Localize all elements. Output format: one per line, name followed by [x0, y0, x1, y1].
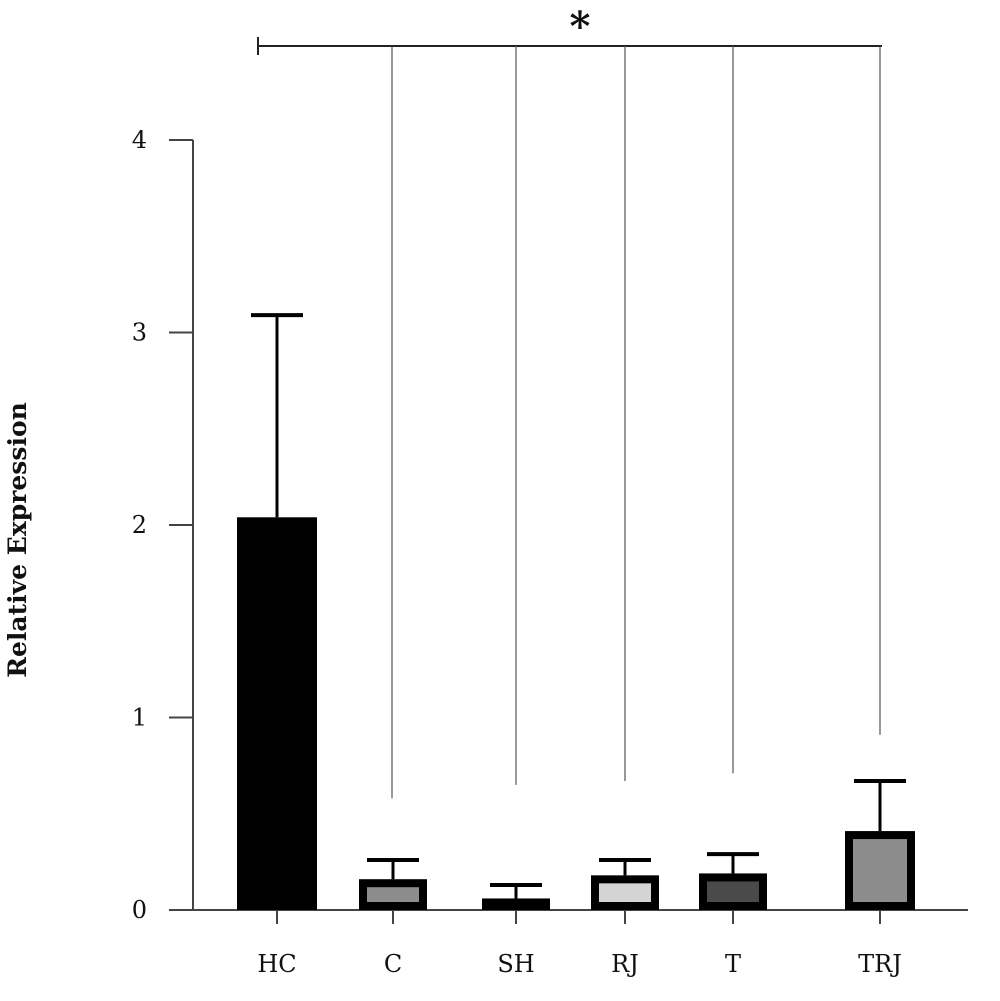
- bar-group-trj: [845, 779, 915, 910]
- y-tick-label: 2: [132, 511, 147, 539]
- bar-group-t: [699, 852, 767, 910]
- bar-fill: [245, 525, 309, 902]
- bar-group-c: [359, 857, 427, 910]
- bar-fill: [367, 887, 419, 902]
- bar-group-rj: [591, 857, 659, 910]
- significance-marker: *: [570, 3, 591, 50]
- y-tick-label: 1: [132, 704, 147, 732]
- bars: [237, 313, 915, 910]
- bar-group-sh: [482, 882, 550, 910]
- x-tick-label: TRJ: [858, 950, 902, 978]
- y-ticks: 0 1 2 3 4: [132, 126, 193, 924]
- y-axis-label: Relative Expression: [3, 402, 32, 678]
- bar-group-hc: [237, 313, 317, 910]
- x-category-labels: HC C SH RJ T TRJ: [257, 910, 902, 978]
- y-tick-label: 3: [132, 319, 147, 347]
- bar-fill: [599, 883, 651, 902]
- x-tick-label: HC: [257, 950, 296, 978]
- x-tick-label: C: [384, 950, 402, 978]
- bar-fill: [707, 881, 759, 902]
- bar: [482, 898, 550, 910]
- bar-fill: [853, 839, 907, 902]
- y-tick-label: 4: [132, 126, 147, 154]
- x-tick-label: SH: [497, 950, 534, 978]
- significance-annotation: *: [257, 3, 882, 799]
- x-tick-label: T: [725, 950, 741, 978]
- x-tick-label: RJ: [611, 950, 639, 978]
- y-tick-label: 0: [132, 896, 147, 924]
